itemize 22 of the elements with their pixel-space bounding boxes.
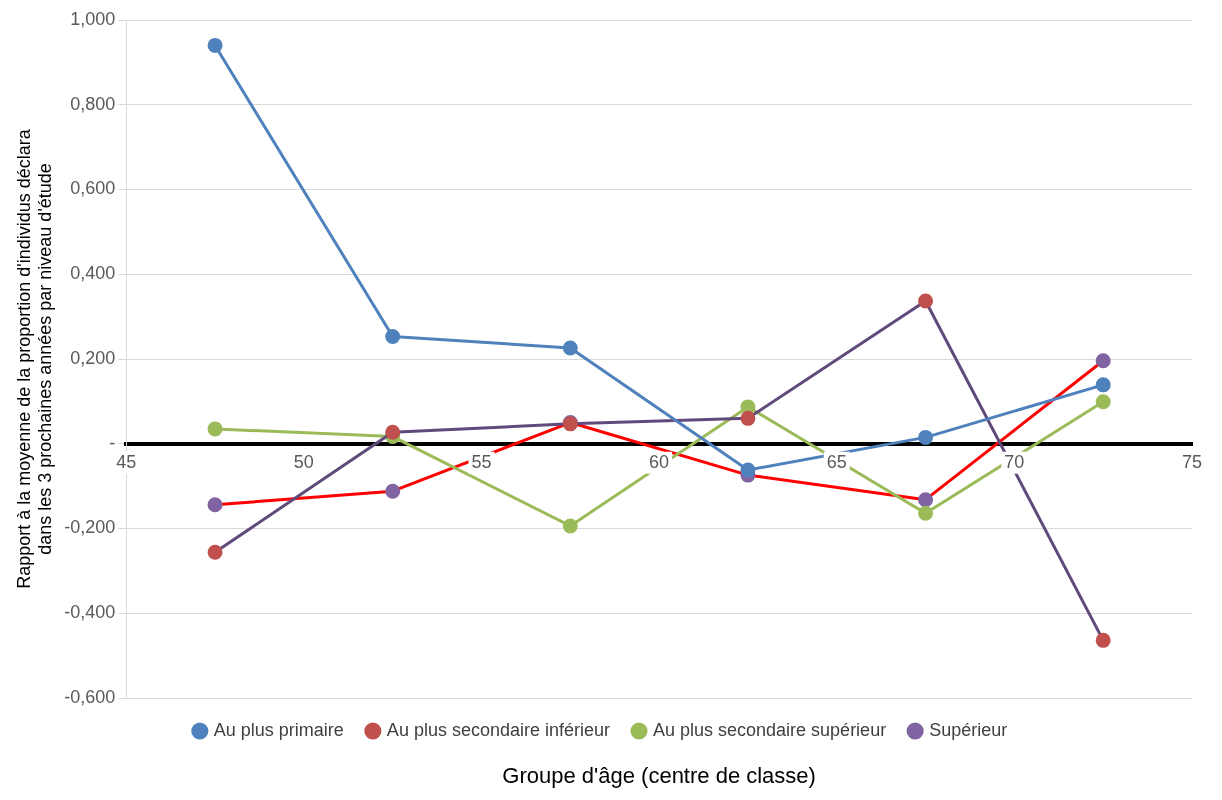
- y-axis-title: Rapport à la moyenne de la proportion d'individus déclara dans les 3 prochaines années par niveau d'étude: [13, 128, 56, 589]
- y-tick-label: 0,600: [70, 178, 116, 199]
- y-tick-label: 0,400: [70, 263, 116, 284]
- y-tick-label: -0,200: [64, 517, 116, 538]
- y-tick-label: 0,800: [70, 93, 116, 114]
- x-tick-label: 65: [826, 451, 847, 472]
- y-tick-label: -0,400: [64, 602, 116, 623]
- x-tick-label: 75: [1181, 451, 1203, 472]
- x-tick-label: 45: [116, 451, 137, 472]
- x-tick-label: 50: [293, 451, 314, 472]
- x-tick-label: 60: [649, 451, 670, 472]
- legend-label: Au plus primaire: [213, 719, 344, 740]
- legend-label: Au plus secondaire supérieur: [653, 719, 887, 740]
- legend-label: Au plus secondaire inférieur: [386, 719, 611, 740]
- x-tick-label: 55: [471, 451, 492, 472]
- x-axis-title: Groupe d'âge (centre de classe): [502, 763, 816, 789]
- y-tick-label: -0,600: [64, 686, 116, 707]
- y-tick-label: -: [109, 432, 116, 453]
- y-tick-label: 1,000: [70, 8, 116, 29]
- x-tick-label: 70: [1004, 451, 1025, 472]
- legend-label: Supérieur: [929, 719, 1008, 740]
- y-tick-label: 0,200: [70, 347, 116, 368]
